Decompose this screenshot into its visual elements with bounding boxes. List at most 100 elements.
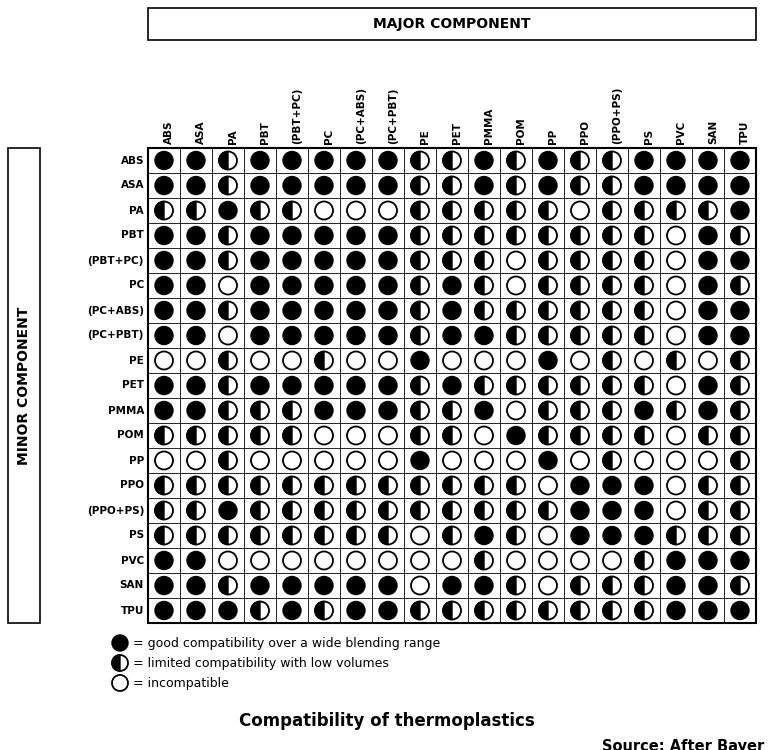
Wedge shape — [219, 226, 228, 244]
Wedge shape — [635, 202, 644, 220]
Circle shape — [507, 476, 525, 494]
Circle shape — [635, 202, 653, 220]
Text: (PC+PBT): (PC+PBT) — [388, 88, 398, 144]
Wedge shape — [347, 502, 356, 520]
Text: PA: PA — [228, 129, 238, 144]
Circle shape — [603, 476, 621, 494]
Circle shape — [635, 302, 653, 320]
Circle shape — [571, 251, 589, 269]
Wedge shape — [699, 502, 708, 520]
Circle shape — [603, 452, 621, 470]
Circle shape — [635, 401, 653, 419]
Circle shape — [251, 602, 269, 619]
Circle shape — [187, 326, 205, 344]
Wedge shape — [539, 326, 548, 344]
Circle shape — [443, 202, 461, 220]
Circle shape — [347, 251, 365, 269]
Circle shape — [187, 551, 205, 569]
Circle shape — [603, 226, 621, 244]
Text: ABS: ABS — [164, 121, 174, 144]
Wedge shape — [251, 602, 260, 619]
Wedge shape — [283, 401, 292, 419]
Circle shape — [443, 602, 461, 619]
Circle shape — [251, 401, 269, 419]
Circle shape — [411, 502, 429, 520]
Circle shape — [699, 326, 717, 344]
Circle shape — [635, 226, 653, 244]
Wedge shape — [507, 326, 516, 344]
Circle shape — [251, 176, 269, 194]
Circle shape — [155, 577, 173, 595]
Circle shape — [219, 476, 237, 494]
Circle shape — [475, 326, 493, 344]
Circle shape — [667, 176, 685, 194]
Wedge shape — [635, 602, 644, 619]
Circle shape — [699, 226, 717, 244]
Circle shape — [539, 251, 557, 269]
Circle shape — [283, 226, 301, 244]
Wedge shape — [507, 376, 516, 394]
Wedge shape — [603, 226, 612, 244]
Circle shape — [699, 502, 717, 520]
Circle shape — [571, 502, 589, 520]
Circle shape — [315, 352, 333, 370]
Circle shape — [283, 502, 301, 520]
Wedge shape — [187, 526, 196, 544]
Text: = good compatibility over a wide blending range: = good compatibility over a wide blendin… — [133, 637, 440, 650]
Circle shape — [507, 326, 525, 344]
Wedge shape — [475, 602, 484, 619]
Wedge shape — [219, 376, 228, 394]
Circle shape — [219, 202, 237, 220]
Wedge shape — [315, 476, 324, 494]
Circle shape — [283, 476, 301, 494]
Circle shape — [155, 202, 173, 220]
Wedge shape — [379, 502, 388, 520]
Wedge shape — [443, 226, 452, 244]
Circle shape — [731, 302, 749, 320]
Circle shape — [219, 502, 237, 520]
Wedge shape — [187, 202, 196, 220]
Wedge shape — [411, 152, 420, 170]
Circle shape — [699, 401, 717, 419]
Circle shape — [539, 277, 557, 295]
Text: PMMA: PMMA — [484, 108, 494, 144]
Circle shape — [379, 302, 397, 320]
Circle shape — [251, 427, 269, 445]
Text: PA: PA — [129, 206, 144, 215]
Circle shape — [507, 427, 525, 445]
Text: PET: PET — [122, 380, 144, 391]
Text: Compatibility of thermoplastics: Compatibility of thermoplastics — [239, 712, 535, 730]
Circle shape — [699, 577, 717, 595]
Circle shape — [315, 476, 333, 494]
Circle shape — [187, 476, 205, 494]
Wedge shape — [187, 476, 196, 494]
Wedge shape — [571, 427, 580, 445]
Wedge shape — [539, 427, 548, 445]
Circle shape — [347, 302, 365, 320]
Wedge shape — [283, 427, 292, 445]
Circle shape — [603, 376, 621, 394]
Circle shape — [155, 251, 173, 269]
Circle shape — [155, 427, 173, 445]
Circle shape — [699, 602, 717, 619]
Wedge shape — [315, 602, 324, 619]
Text: = incompatible: = incompatible — [133, 676, 229, 689]
Wedge shape — [507, 602, 516, 619]
Wedge shape — [219, 401, 228, 419]
Wedge shape — [539, 502, 548, 520]
Circle shape — [155, 602, 173, 619]
Circle shape — [635, 152, 653, 170]
Wedge shape — [635, 551, 644, 569]
Circle shape — [251, 526, 269, 544]
Wedge shape — [443, 176, 452, 194]
Wedge shape — [635, 226, 644, 244]
Circle shape — [635, 251, 653, 269]
Circle shape — [379, 152, 397, 170]
Circle shape — [155, 176, 173, 194]
Text: PP: PP — [548, 129, 558, 144]
Wedge shape — [443, 502, 452, 520]
Circle shape — [539, 401, 557, 419]
Circle shape — [443, 577, 461, 595]
Circle shape — [219, 452, 237, 470]
Circle shape — [411, 602, 429, 619]
